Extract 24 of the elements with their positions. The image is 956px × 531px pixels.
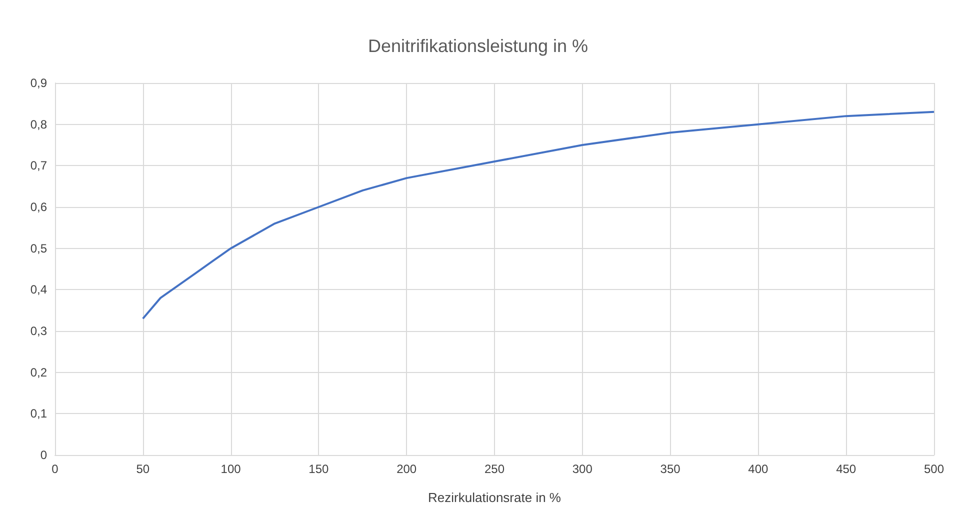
x-tick-label: 250: [484, 462, 505, 476]
chart-title: Denitrifikationsleistung in %: [368, 36, 588, 56]
x-tick-label: 350: [660, 462, 681, 476]
x-tick-label: 300: [572, 462, 593, 476]
line-series: [142, 110, 935, 320]
y-tick-label: 0,4: [30, 282, 48, 297]
x-tick-label: 500: [924, 462, 944, 476]
y-tick-label: 0,8: [30, 117, 48, 132]
y-tick-label: 0,2: [30, 365, 48, 380]
y-tick-label: 0,1: [30, 406, 48, 421]
x-tick-label: 50: [136, 462, 150, 476]
y-tick-label: 0: [40, 448, 48, 462]
x-tick-label: 400: [748, 462, 769, 476]
x-axis-title: Rezirkulationsrate in %: [428, 490, 562, 505]
x-tick-label: 0: [52, 462, 59, 476]
x-tick-label: 450: [836, 462, 856, 476]
y-tick-label: 0,7: [30, 158, 48, 173]
y-tick-label: 0,3: [30, 324, 48, 338]
y-tick-label: 0,6: [30, 200, 48, 214]
y-tick-label: 0,5: [30, 241, 48, 256]
x-tick-label: 150: [308, 462, 330, 476]
x-tick-label: 200: [396, 462, 417, 476]
x-tick-label: 100: [220, 462, 242, 476]
y-tick-label: 0,9: [30, 76, 48, 90]
